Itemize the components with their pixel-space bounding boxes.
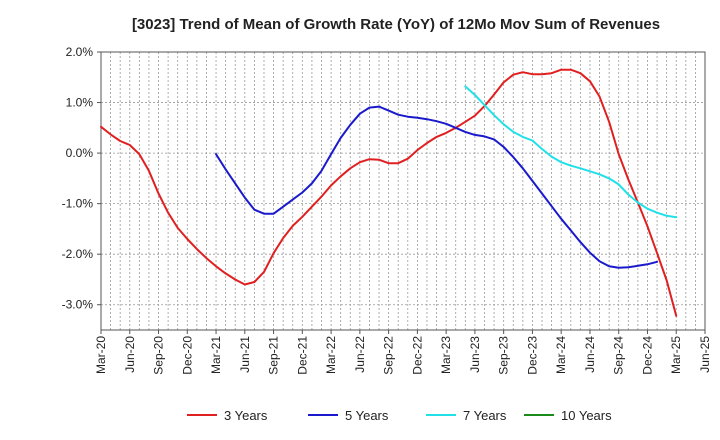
legend-label-7-years: 7 Years: [463, 408, 507, 423]
x-tick-label: Jun-25: [698, 336, 712, 373]
x-tick-label: Mar-21: [209, 336, 223, 374]
x-tick-label: Sep-21: [267, 336, 281, 375]
x-tick-label: Sep-24: [612, 336, 626, 375]
x-tick-label: Sep-22: [382, 336, 396, 375]
x-tick-label: Jun-22: [353, 336, 367, 373]
y-tick-label: 0.0%: [66, 146, 94, 160]
x-tick-label: Jun-20: [123, 336, 137, 373]
y-tick-label: -1.0%: [62, 197, 94, 211]
series-layer: [100, 68, 678, 317]
x-tick-label: Mar-22: [324, 336, 338, 374]
x-tick-label: Dec-20: [180, 336, 194, 375]
x-tick-label: Mar-23: [439, 336, 453, 374]
x-tick-label: Sep-20: [152, 336, 166, 375]
x-tick-label: Dec-23: [525, 336, 539, 375]
y-tick-label: 2.0%: [66, 45, 94, 59]
x-tick-label: Jun-24: [583, 336, 597, 373]
series-line-5-years: [215, 105, 659, 269]
x-tick-label: Sep-23: [497, 336, 511, 375]
legend: 3 Years 5 Years 7 Years 10 Years: [187, 408, 612, 423]
x-tick-label: Jun-23: [468, 336, 482, 373]
legend-label-5-years: 5 Years: [345, 408, 389, 423]
y-axis: 2.0% 1.0% 0.0% -1.0% -2.0% -3.0%: [62, 45, 101, 312]
series-line-3-years: [100, 68, 678, 317]
legend-label-3-years: 3 Years: [224, 408, 268, 423]
plot-frame: [100, 51, 706, 331]
chart-title: [3023] Trend of Mean of Growth Rate (YoY…: [132, 16, 660, 33]
legend-label-10-years: 10 Years: [561, 408, 612, 423]
x-tick-label: Dec-21: [295, 336, 309, 375]
x-tick-label: Mar-20: [94, 336, 108, 374]
x-tick-label: Jun-21: [238, 336, 252, 373]
x-tick-label: Dec-24: [640, 336, 654, 375]
x-tick-label: Mar-25: [669, 336, 683, 374]
x-tick-label: Dec-22: [410, 336, 424, 375]
series-line-7-years: [464, 85, 678, 219]
y-tick-label: -3.0%: [62, 298, 94, 312]
x-axis: Mar-20 Jun-20 Sep-20 Dec-20 Mar-21 Jun-21 Sep-…: [94, 330, 712, 375]
y-tick-label: -2.0%: [62, 247, 94, 261]
x-tick-label: Mar-24: [554, 336, 568, 374]
y-tick-label: 1.0%: [66, 96, 94, 110]
